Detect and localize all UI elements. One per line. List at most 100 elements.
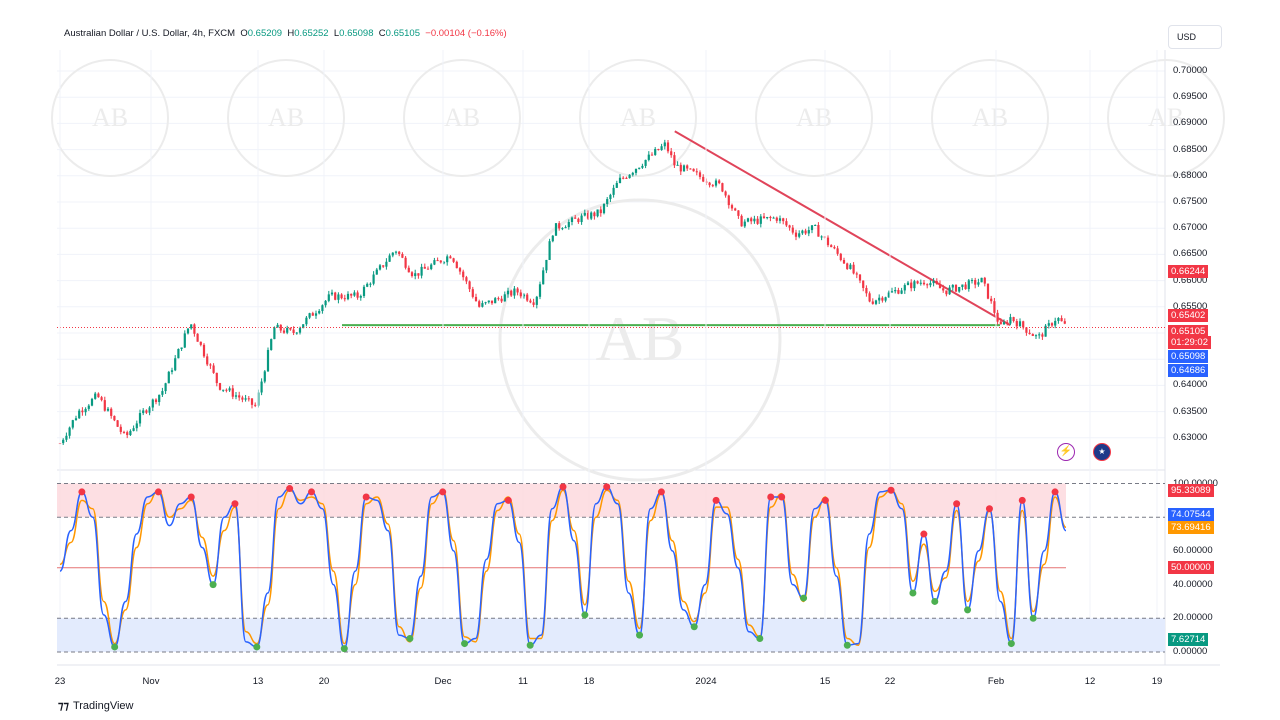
candle-body	[497, 298, 500, 300]
watermark-seal	[931, 59, 1049, 177]
candle-body	[266, 349, 270, 372]
price-tag: 0.65105	[1168, 325, 1209, 338]
candle-body	[554, 223, 558, 236]
stoch-tick-label: 40.00000	[1173, 578, 1213, 590]
candle-body	[903, 285, 906, 291]
stoch-trough-marker	[111, 643, 119, 651]
candle-body	[330, 292, 334, 295]
candle-body	[833, 247, 836, 249]
stoch-peak-marker	[821, 496, 829, 504]
candle-body	[740, 215, 743, 227]
candle-body	[318, 311, 321, 314]
candle-body	[180, 347, 183, 350]
candle-body	[577, 218, 580, 223]
candle-body	[513, 288, 516, 296]
stoch-trough-marker	[1007, 640, 1015, 648]
stoch-peak-marker	[603, 483, 611, 491]
candle-body	[87, 405, 90, 409]
candle-body	[174, 358, 177, 371]
candle-body	[842, 260, 846, 264]
price-tick-label: 0.69000	[1173, 117, 1208, 129]
candle-body	[484, 302, 487, 304]
candle-body	[401, 254, 404, 258]
candle-body	[324, 300, 327, 306]
candle-body	[852, 264, 855, 274]
stoch-peak-marker	[778, 493, 786, 501]
candle-body	[542, 270, 545, 285]
candle-body	[1057, 318, 1060, 321]
candle-body	[1060, 318, 1063, 322]
candle-body	[862, 280, 865, 288]
candle-body	[631, 172, 634, 175]
candle-body	[292, 329, 295, 333]
candle-body	[474, 296, 478, 302]
candle-body	[916, 281, 919, 284]
candle-body	[298, 328, 302, 333]
candle-body	[993, 301, 996, 313]
candle-body	[986, 283, 990, 299]
candle-body	[346, 293, 350, 300]
stoch-trough-marker	[581, 611, 589, 619]
candle-body	[1050, 323, 1054, 326]
candle-body	[295, 332, 298, 334]
candle-body	[868, 293, 871, 302]
stoch-peak-marker	[1018, 496, 1026, 504]
price-tick-label: 0.69500	[1173, 91, 1208, 103]
stoch-trough-marker	[406, 635, 414, 643]
candle-body	[593, 212, 596, 217]
time-tick-label: 22	[884, 676, 896, 687]
candle-body	[798, 233, 801, 237]
candle-body	[254, 404, 257, 406]
stoch-peak-marker	[1051, 488, 1059, 496]
stoch-trough-marker	[526, 641, 534, 649]
candle-body	[817, 225, 820, 237]
lightning-icon[interactable]: ⚡	[1057, 443, 1075, 461]
candle-body	[570, 217, 574, 222]
candle-body	[830, 245, 833, 248]
candle-body	[238, 395, 241, 398]
candle-body	[103, 400, 106, 411]
candle-body	[388, 255, 391, 262]
candle-body	[558, 223, 561, 229]
candle-body	[404, 257, 407, 268]
tradingview-logo[interactable]: ⁊⁊ TradingView	[58, 699, 133, 712]
candle-body	[151, 399, 154, 408]
price-tick-label: 0.66000	[1173, 274, 1208, 286]
candle-body	[110, 408, 113, 416]
stoch-trough-marker	[690, 623, 698, 631]
flag-icon[interactable]: ★	[1093, 443, 1111, 461]
candle-body	[145, 410, 148, 413]
candle-body	[695, 171, 698, 173]
brand-text: TradingView	[72, 700, 134, 712]
candle-body	[599, 209, 602, 214]
candle-body	[138, 413, 142, 424]
candle-body	[516, 288, 519, 293]
candle-body	[756, 218, 759, 224]
watermark-text: AB	[92, 103, 128, 132]
candle-body	[606, 199, 609, 204]
candle-body	[407, 267, 410, 273]
candle-body	[478, 301, 481, 307]
candle-body	[970, 280, 974, 282]
candle-body	[932, 281, 935, 284]
candle-body	[721, 183, 724, 192]
candle-body	[820, 236, 823, 238]
candle-body	[657, 149, 660, 151]
candle-body	[84, 408, 87, 413]
candle-body	[983, 277, 986, 284]
stoch-trough-marker	[800, 594, 808, 602]
stoch-peak-marker	[439, 488, 447, 496]
candle-body	[490, 300, 494, 304]
stoch-k-line	[59, 486, 1067, 650]
candle-body	[945, 290, 948, 295]
candle-body	[244, 398, 247, 400]
candle-body	[714, 180, 718, 186]
watermark-text: AB	[1148, 103, 1184, 132]
currency-button[interactable]: USD	[1168, 25, 1222, 49]
watermark-seal	[1107, 59, 1225, 177]
candle-body	[535, 296, 538, 305]
candle-body	[900, 290, 903, 294]
candle-body	[743, 221, 746, 227]
candle-body	[545, 259, 548, 271]
